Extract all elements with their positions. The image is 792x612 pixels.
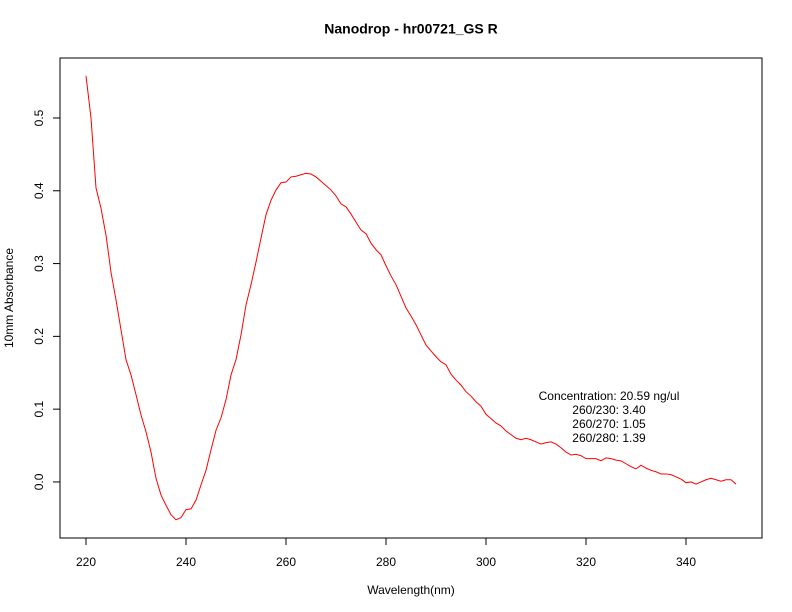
annotation: 260/230: 3.40	[572, 403, 646, 417]
data-line	[85, 75, 737, 521]
chart-title: Nanodrop - hr00721_GS R	[324, 21, 498, 37]
annotation: 260/280: 1.39	[572, 431, 646, 445]
y-tick-label: 0.5	[32, 109, 46, 126]
x-tick-label: 320	[576, 555, 596, 569]
x-tick-label: 300	[476, 555, 496, 569]
y-tick-label: 0.1	[32, 400, 46, 417]
x-tick-label: 340	[676, 555, 696, 569]
annotation: 260/270: 1.05	[572, 417, 646, 431]
x-tick-label: 220	[76, 555, 96, 569]
y-tick-label: 0.3	[32, 255, 46, 272]
y-tick-label: 0.4	[32, 182, 46, 199]
annotation: Concentration: 20.59 ng/ul	[539, 389, 680, 403]
x-tick-label: 240	[176, 555, 196, 569]
y-tick-label: 0.0	[32, 473, 46, 490]
x-tick-label: 280	[376, 555, 396, 569]
x-axis-label: Wavelength(nm)	[367, 583, 455, 597]
y-tick-label: 0.2	[32, 328, 46, 345]
y-axis-label: 10mm Absorbance	[2, 248, 16, 348]
x-tick-label: 260	[276, 555, 296, 569]
